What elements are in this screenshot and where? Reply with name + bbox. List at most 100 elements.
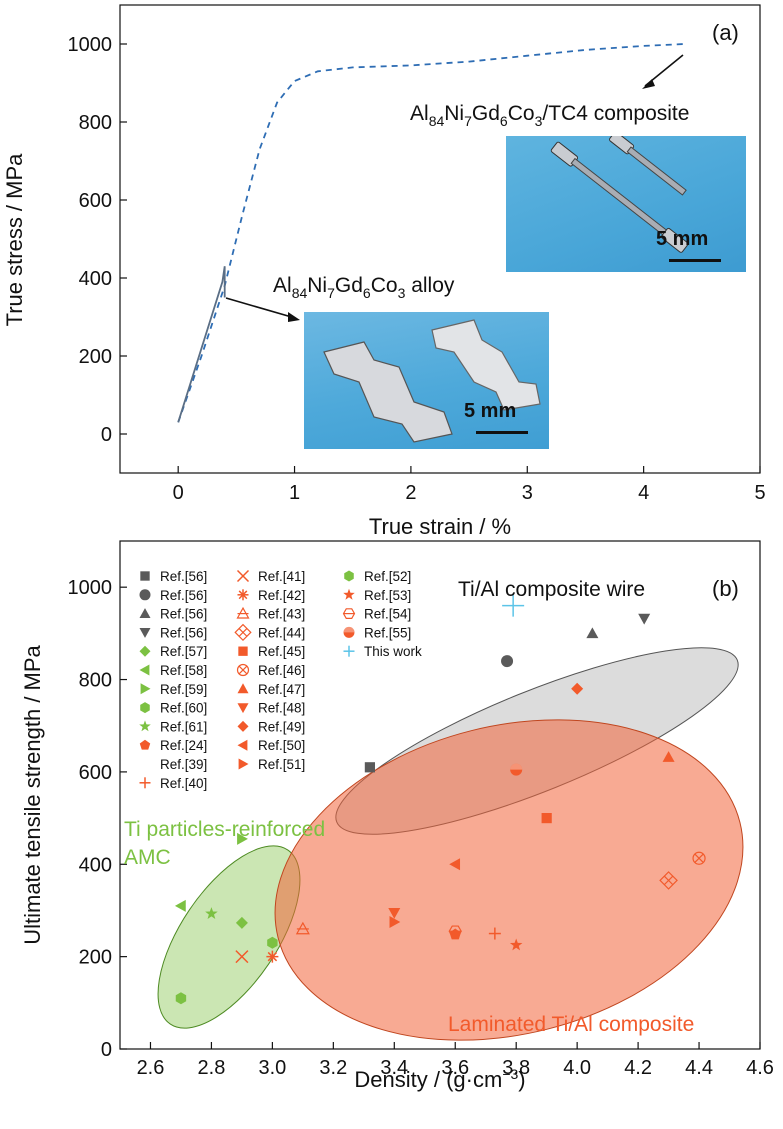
data-point: [541, 812, 552, 824]
xlabel-main: Density / (g·cm: [354, 1067, 502, 1092]
legend-label: Ref.[52]: [364, 569, 411, 584]
data-point: [449, 928, 461, 940]
legend-label: Ref.[56]: [160, 625, 207, 640]
legend-item: Ref.[60]: [140, 701, 207, 716]
panel-b-label: (b): [712, 576, 739, 601]
legend-label: Ref.[42]: [258, 588, 305, 603]
legend-label: Ref.[57]: [160, 644, 207, 659]
label-ni: Ni: [307, 274, 327, 297]
x-tick-label: 2.8: [198, 1057, 226, 1079]
legend-marker: [344, 570, 354, 582]
y-tick-label: 1000: [68, 577, 113, 599]
x-tick-label: 3.0: [258, 1057, 286, 1079]
y-tick-label: 400: [79, 854, 112, 876]
legend-label: Ref.[24]: [160, 738, 207, 753]
y-tick-label: 800: [79, 670, 112, 692]
legend-marker: [140, 683, 151, 695]
panel-a: 0 200 400 600 800 1000 0 1 2 3 4 5 (a) True strain…: [2, 4, 766, 539]
data-point: [692, 851, 706, 865]
legend-item: Ref.[42]: [237, 588, 305, 603]
panel-a-x-axis-label: True strain / %: [369, 514, 511, 539]
data-point: [586, 627, 599, 639]
data-point: [175, 992, 187, 1005]
y-tick-label: 200: [79, 346, 112, 368]
data-point: [174, 899, 186, 912]
legend-item: Ref.[48]: [237, 701, 305, 716]
legend-item: Ref.[24]: [139, 738, 207, 753]
data-point: [237, 832, 248, 845]
data-point: [510, 763, 523, 776]
data-point: [449, 858, 461, 871]
legend-label: Ref.[47]: [258, 682, 305, 697]
legend-marker: [236, 663, 250, 677]
composite-curve: [177, 43, 685, 423]
composite-label: Al84Ni7Gd6Co3/TC4 composite: [410, 102, 689, 129]
legend-label: This work: [364, 644, 422, 659]
label-tail: alloy: [405, 274, 455, 297]
legend-marker: [237, 720, 249, 732]
panel-b-x-axis-label: Density / (g·cm−3): [354, 1066, 525, 1092]
legend-label: Ref.[56]: [160, 588, 207, 603]
x-tick-label: 4.0: [563, 1057, 591, 1079]
x-tick-label: 3.6: [441, 1057, 469, 1079]
panel-a-y-axis-label: True stress / MPa: [2, 153, 27, 327]
label-gd: Gd: [335, 274, 363, 297]
x-tick-label: 0: [173, 482, 184, 504]
legend-item: Ref.[47]: [237, 682, 305, 697]
legend-label: Ref.[46]: [258, 663, 305, 678]
panel-a-x-ticks: 0 1 2 3 4 5: [173, 466, 766, 504]
y-tick-label: 200: [79, 947, 112, 969]
data-point: [694, 853, 704, 863]
legend-label: Ref.[41]: [258, 569, 305, 584]
legend-item: Ref.[39]: [160, 757, 207, 772]
legend-label: Ref.[44]: [258, 625, 305, 640]
legend-label: Ref.[60]: [160, 701, 207, 716]
legend-label: Ref.[49]: [258, 719, 305, 734]
legend-label: Ref.[53]: [364, 588, 411, 603]
x-tick-label: 4.2: [624, 1057, 652, 1079]
legend-item: Ref.[61]: [139, 719, 207, 734]
legend-marker: [237, 703, 249, 714]
legend-marker: [139, 720, 151, 732]
legend-item: Ref.[41]: [236, 569, 305, 584]
alloy-arrow: [225, 297, 296, 319]
legend-marker: [234, 623, 252, 642]
legend-item: Ref.[53]: [343, 588, 411, 603]
panel-a-y-ticks: 0 200 400 600 800 1000: [68, 34, 127, 446]
legend-label: Ref.[39]: [160, 757, 207, 772]
legend-item: Ref.[58]: [139, 663, 207, 678]
legend-item: Ref.[43]: [236, 607, 305, 622]
x-tick-label: 3: [522, 482, 533, 504]
xlabel-sup: −3: [502, 1066, 518, 1082]
data-point: [235, 916, 248, 929]
legend-marker: [238, 646, 248, 656]
legend-label: Ref.[40]: [160, 776, 207, 791]
laminated-region-ellipse: [274, 719, 744, 1041]
data-point: [510, 763, 523, 770]
panel-a-series: [177, 43, 685, 423]
legend-marker: [238, 758, 249, 770]
legend-marker: [140, 702, 150, 714]
legend-label: Ref.[43]: [258, 607, 305, 622]
label-al: Al: [410, 102, 429, 125]
x-tick-label: 4: [638, 482, 649, 504]
x-tick-label: 1: [289, 482, 300, 504]
laminated-region-label: Laminated Ti/Al composite: [448, 1013, 694, 1036]
data-point: [388, 907, 401, 919]
panel-a-label: (a): [712, 20, 739, 45]
sub-7: 7: [327, 285, 335, 301]
sub-7: 7: [464, 113, 472, 129]
alloy-label: Al84Ni7Gd6Co3 alloy: [273, 274, 455, 301]
legend-label: Ref.[55]: [364, 625, 411, 640]
legend-marker: [139, 589, 151, 601]
panel-a-frame: [119, 4, 761, 474]
legend-item: Ref.[55]: [343, 625, 411, 640]
sub-6: 6: [500, 113, 508, 129]
legend-marker: [238, 665, 248, 675]
data-point: [235, 950, 249, 964]
scale-bar: [669, 259, 721, 262]
legend-item: Ref.[44]: [234, 623, 305, 642]
legend-label: Ref.[58]: [160, 663, 207, 678]
panel-b: 0 200 400 600 800 1000 2.6 2.8 3.0 3.2 3.4 3.6 3.8 4…: [20, 540, 774, 1092]
